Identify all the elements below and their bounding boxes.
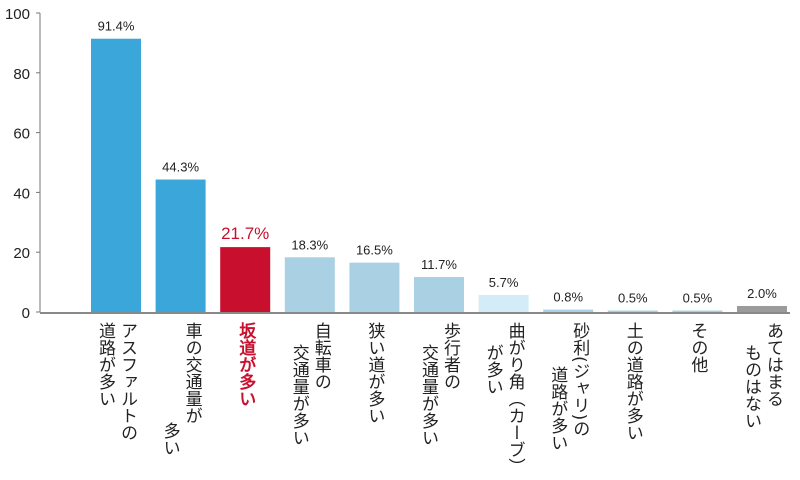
category-label: 車の交通量が 多い — [159, 322, 203, 456]
y-tick-label: 80 — [13, 66, 30, 83]
category-label: 自転車の 交通量が多い — [288, 322, 332, 446]
category-label-line: 多い — [159, 422, 180, 456]
category-label-line: 交通量が多い — [288, 344, 309, 446]
y-tick-label: 0 — [22, 305, 30, 322]
bar — [543, 309, 594, 312]
category-label-line: 坂道が多い — [235, 322, 256, 407]
category-label: その他 — [686, 322, 708, 373]
category-label-line: その他 — [687, 322, 708, 373]
category-label: 歩行者の 交通量が多い — [417, 322, 461, 446]
value-label: 0.5% — [618, 291, 648, 306]
bar — [607, 310, 658, 312]
y-tick-label: 100 — [5, 6, 30, 23]
category-label-line: 土の道路が多い — [622, 322, 643, 441]
category-label: アスファルトの 道路が多い — [94, 322, 138, 441]
y-tick-label: 40 — [13, 185, 30, 202]
category-label-line: 道路が多い — [547, 366, 568, 451]
category-label-line: アスファルトの — [117, 322, 137, 441]
value-label: 44.3% — [162, 160, 199, 175]
value-label: 2.0% — [747, 286, 777, 301]
value-label: 91.4% — [98, 19, 135, 34]
value-label: 18.3% — [291, 237, 328, 252]
category-label-line: 曲がり角（カーブ） — [504, 322, 525, 475]
category-label: あてはまる ものはない — [740, 322, 784, 429]
bar — [349, 262, 400, 312]
bar — [737, 306, 787, 312]
category-label: 砂利(ジャリ)の 道路が多い — [546, 322, 590, 451]
category-label-line: ものはない — [741, 344, 761, 429]
category-label-line: 歩行者の — [440, 322, 460, 390]
category-label-line: 狭い道が多い — [364, 322, 385, 424]
value-label: 0.8% — [553, 290, 583, 305]
category-label-line: が多い — [482, 344, 503, 395]
bar — [478, 294, 529, 312]
category-label-line: 交通量が多い — [418, 344, 438, 446]
value-label: 5.7% — [489, 275, 519, 290]
bar — [91, 38, 141, 313]
bar — [155, 179, 206, 312]
value-label: 11.7% — [421, 257, 457, 272]
bar — [414, 277, 464, 312]
category-label-line: あてはまる — [763, 322, 783, 407]
value-label: 0.5% — [683, 291, 713, 306]
y-tick-label: 20 — [13, 245, 30, 262]
bar — [284, 257, 335, 312]
bar — [220, 247, 271, 312]
bar — [672, 310, 723, 312]
category-label-line: 車の交通量が — [181, 322, 202, 424]
category-label-line: 道路が多い — [95, 322, 115, 407]
y-tick-label: 60 — [13, 126, 30, 143]
value-label: 16.5% — [356, 243, 393, 258]
value-label: 21.7% — [221, 224, 269, 243]
category-label-line: 自転車の — [310, 322, 331, 390]
category-label: 狭い道が多い — [363, 322, 385, 424]
category-label: 土の道路が多い — [622, 322, 644, 441]
category-label: 曲がり角（カーブ） が多い — [482, 322, 526, 475]
category-label: 坂道が多い — [234, 322, 256, 407]
category-label-line: 砂利(ジャリ)の — [569, 322, 590, 438]
